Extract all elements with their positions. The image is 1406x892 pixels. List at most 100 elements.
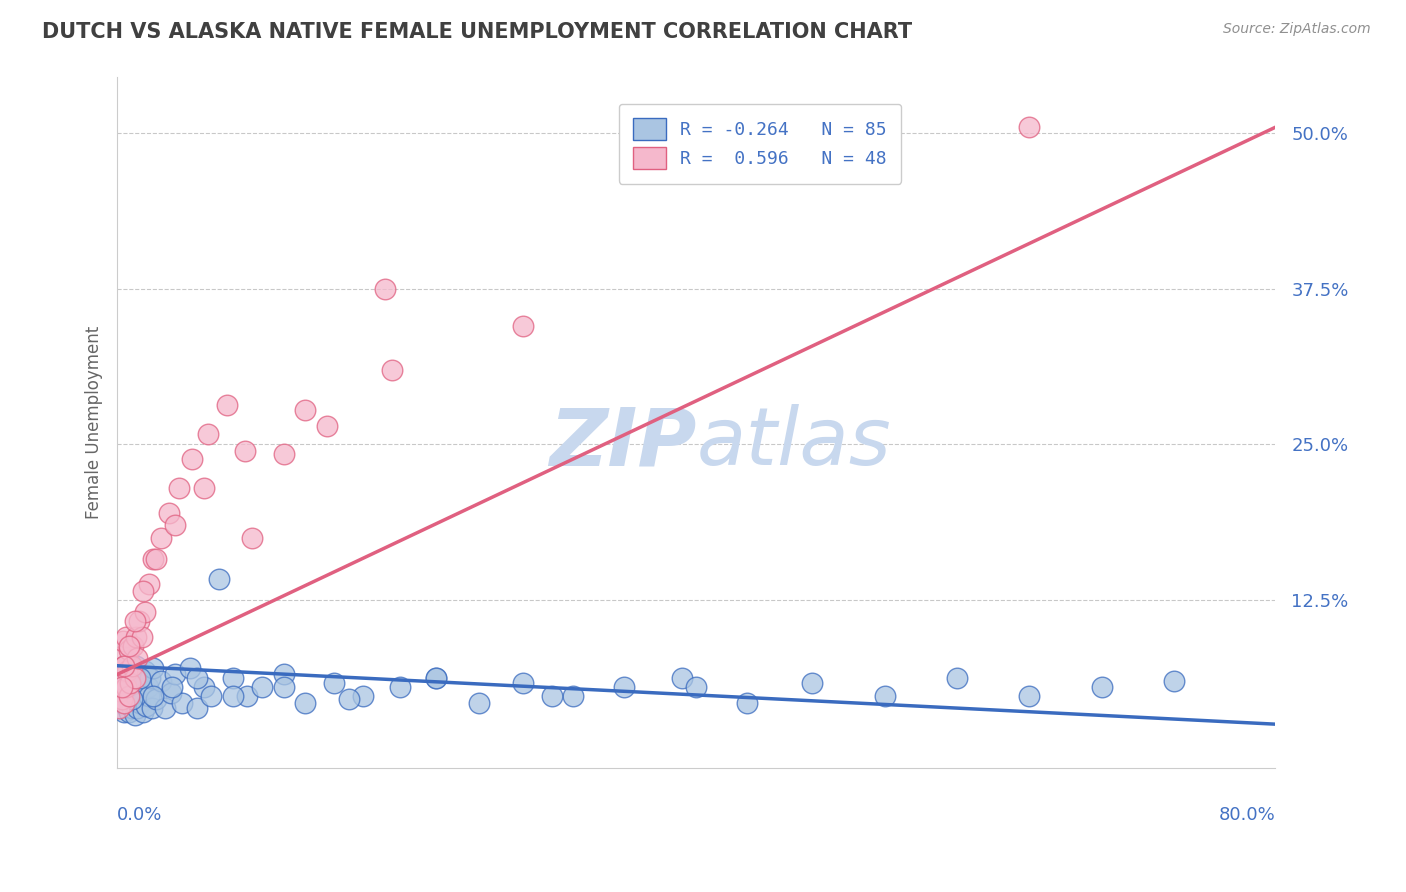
Point <box>512 676 534 690</box>
Point <box>562 689 585 703</box>
Point <box>236 689 259 703</box>
Point <box>186 671 208 685</box>
Point <box>128 667 150 681</box>
Point <box>250 680 273 694</box>
Point <box>128 614 150 628</box>
Point <box>425 671 447 685</box>
Point <box>160 680 183 694</box>
Point <box>186 701 208 715</box>
Point <box>149 673 172 688</box>
Point <box>129 696 152 710</box>
Point <box>468 696 491 710</box>
Point <box>294 402 316 417</box>
Point <box>207 572 229 586</box>
Point <box>120 696 142 710</box>
Point <box>540 689 562 703</box>
Point <box>142 551 165 566</box>
Point <box>124 708 146 723</box>
Point <box>153 701 176 715</box>
Point <box>112 676 135 690</box>
Point <box>142 661 165 675</box>
Text: atlas: atlas <box>696 404 891 483</box>
Point <box>118 689 141 703</box>
Point <box>112 658 135 673</box>
Point <box>139 671 162 685</box>
Point <box>115 698 138 713</box>
Point <box>142 689 165 703</box>
Point <box>132 705 155 719</box>
Point <box>115 676 138 690</box>
Point <box>181 452 204 467</box>
Point <box>122 692 145 706</box>
Point <box>115 680 138 694</box>
Point <box>125 658 148 673</box>
Point <box>323 676 346 690</box>
Point <box>425 671 447 685</box>
Text: ZIP: ZIP <box>548 404 696 483</box>
Point <box>115 630 138 644</box>
Point <box>132 584 155 599</box>
Point <box>110 648 132 663</box>
Point <box>138 576 160 591</box>
Point <box>121 692 143 706</box>
Point <box>110 692 132 706</box>
Point <box>108 683 131 698</box>
Point <box>316 418 339 433</box>
Point <box>217 398 239 412</box>
Point <box>135 698 157 713</box>
Point <box>120 676 142 690</box>
Point <box>1163 673 1185 688</box>
Point <box>165 518 187 533</box>
Y-axis label: Female Unemployment: Female Unemployment <box>86 326 103 519</box>
Point <box>172 696 194 710</box>
Point <box>145 692 167 706</box>
Point <box>118 642 141 657</box>
Point <box>108 664 131 678</box>
Point <box>118 705 141 719</box>
Point <box>145 551 167 566</box>
Point <box>107 686 129 700</box>
Point <box>134 605 156 619</box>
Point <box>197 427 219 442</box>
Point <box>169 481 191 495</box>
Point <box>122 639 145 653</box>
Point <box>352 689 374 703</box>
Point <box>1091 680 1114 694</box>
Point <box>179 661 201 675</box>
Point <box>112 696 135 710</box>
Point <box>222 671 245 685</box>
Point <box>240 531 263 545</box>
Point <box>873 689 896 703</box>
Point <box>121 701 143 715</box>
Point <box>946 671 969 685</box>
Point <box>108 692 131 706</box>
Point <box>110 680 132 694</box>
Point <box>112 658 135 673</box>
Point <box>124 671 146 685</box>
Point <box>117 689 139 703</box>
Point <box>388 680 411 694</box>
Point <box>1018 689 1040 703</box>
Text: DUTCH VS ALASKA NATIVE FEMALE UNEMPLOYMENT CORRELATION CHART: DUTCH VS ALASKA NATIVE FEMALE UNEMPLOYME… <box>42 22 912 42</box>
Point <box>294 696 316 710</box>
Point <box>381 362 404 376</box>
Point <box>735 696 758 710</box>
Point <box>222 689 245 703</box>
Point <box>120 664 142 678</box>
Point <box>165 667 187 681</box>
Point <box>107 701 129 715</box>
Point <box>613 680 636 694</box>
Point <box>111 696 134 710</box>
Point <box>157 506 180 520</box>
Point <box>112 658 135 673</box>
Point <box>671 671 693 685</box>
Point <box>110 701 132 715</box>
Point <box>115 664 138 678</box>
Point <box>117 671 139 685</box>
Point <box>110 680 132 694</box>
Point <box>141 701 163 715</box>
Point <box>108 673 131 688</box>
Point <box>124 673 146 688</box>
Point <box>149 531 172 545</box>
Point <box>273 667 295 681</box>
